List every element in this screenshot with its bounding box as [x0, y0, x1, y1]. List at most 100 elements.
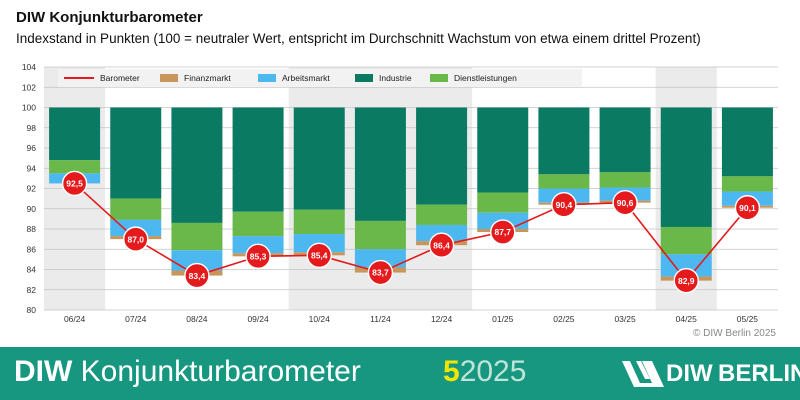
issue-number: 5	[443, 355, 460, 388]
legend-swatch	[430, 74, 448, 82]
barometer-point	[612, 189, 638, 216]
bar-industrie	[110, 107, 162, 199]
y-tick-label: 96	[27, 143, 37, 153]
x-tick-label: 05/25	[737, 314, 759, 324]
legend-label: Industrie	[379, 73, 412, 83]
barometer-chart: 80 82 84 86 88 90 92 94 96 98 100 102 104 06/24 07/24…	[22, 62, 778, 324]
legend-label: Barometer	[100, 73, 140, 83]
x-tick-label: 10/24	[309, 314, 331, 324]
legend: Barometer Finanzmarkt Arbeitsmarkt Industri…	[58, 69, 582, 87]
y-tick-label: 82	[27, 285, 37, 295]
y-tick-label: 98	[27, 123, 37, 133]
barometer-value-label: 86,4	[433, 240, 450, 250]
bar-dienstleistungen	[232, 211, 284, 237]
x-tick-label: 12/24	[431, 314, 453, 324]
barometer-value-label: 92,5	[66, 179, 83, 189]
bar-industrie	[293, 107, 345, 210]
barometer-point	[673, 267, 699, 294]
bar-industrie	[171, 107, 223, 223]
y-tick-label: 104	[22, 62, 36, 72]
legend-swatch	[258, 74, 276, 82]
logo-sub: BERLIN	[718, 360, 800, 387]
y-tick-label: 92	[27, 184, 37, 194]
bar-industrie	[538, 107, 590, 175]
barometer-value-label: 85,4	[311, 251, 328, 261]
logo-mark-icon	[622, 361, 664, 387]
legend-label: Dienstleistungen	[454, 73, 517, 83]
barometer-point	[123, 226, 149, 252]
bar-dienstleistungen	[721, 176, 773, 192]
bar-dienstleistungen	[354, 220, 406, 250]
bar-dienstleistungen	[660, 226, 712, 255]
bar-dienstleistungen	[171, 222, 223, 251]
y-tick-label: 80	[27, 305, 37, 315]
bar-arbeitsmarkt	[171, 250, 223, 271]
barometer-series: 92,5 87,0 83,4 85,3 85,4 83,7 86,4 87,7 90,4 90,6…	[61, 170, 761, 294]
x-tick-label: 09/24	[247, 314, 269, 324]
x-tick-label: 03/25	[614, 314, 636, 324]
bar-industrie	[232, 107, 284, 212]
bar-arbeitsmarkt	[354, 249, 406, 268]
barometer-value-label: 83,7	[372, 268, 389, 278]
bar-dienstleistungen	[477, 192, 529, 213]
footer-issue: 52025	[443, 355, 526, 389]
copyright-note: © DIW Berlin 2025	[693, 328, 776, 339]
y-tick-label: 90	[27, 204, 37, 214]
x-tick-label: 01/25	[492, 314, 514, 324]
bar-industrie	[599, 107, 651, 173]
legend-swatch	[160, 74, 178, 82]
bar-industrie	[416, 107, 468, 205]
y-tick-label: 88	[27, 224, 37, 234]
barometer-point	[367, 259, 394, 286]
barometer-value-label: 85,3	[250, 252, 267, 262]
legend-label: Finanzmarkt	[184, 73, 231, 83]
bar-industrie	[354, 107, 406, 221]
bar-dienstleistungen	[110, 198, 162, 220]
x-tick-label: 02/25	[553, 314, 575, 324]
barometer-value-label: 87,0	[127, 234, 144, 244]
barometer-value-label: 90,4	[556, 200, 573, 210]
barometer-value-label: 83,4	[189, 271, 206, 281]
logo-word: DIW	[666, 360, 713, 387]
barometer-value-label: 90,6	[617, 198, 634, 208]
x-tick-label: 07/24	[125, 314, 147, 324]
barometer-point	[61, 170, 88, 197]
y-tick-label: 84	[27, 265, 37, 275]
x-tick-label: 06/24	[64, 314, 86, 324]
bar-dienstleistungen	[599, 172, 651, 188]
barometer-point	[245, 243, 271, 270]
diw-berlin-logo: DIW BERLIN	[622, 358, 800, 390]
barometer-point	[551, 191, 577, 218]
chart-subtitle: Indexstand in Punkten (100 = neutraler W…	[16, 31, 701, 46]
chart-title: DIW Konjunkturbarometer	[16, 9, 203, 26]
x-tick-label: 11/24	[370, 314, 391, 324]
barometer-value-label: 90,1	[739, 203, 756, 213]
barometer-point	[734, 195, 761, 221]
bar-industrie	[49, 107, 101, 161]
barometer-value-label: 82,9	[678, 276, 695, 286]
footer-banner: DIW Konjunkturbarometer 52025 DIW BERLIN	[0, 347, 800, 400]
bar-industrie	[660, 107, 712, 227]
bar-arbeitsmarkt	[660, 254, 712, 277]
bar-dienstleistungen	[538, 174, 590, 189]
legend-background	[58, 69, 582, 87]
barometer-point	[428, 232, 455, 258]
barometer-point	[490, 219, 516, 245]
legend-label: Arbeitsmarkt	[282, 73, 330, 83]
y-axis: 80 82 84 86 88 90 92 94 96 98 100 102 104	[22, 62, 36, 315]
y-tick-label: 102	[22, 82, 36, 92]
barometer-point	[184, 262, 210, 289]
legend-swatch	[355, 74, 373, 82]
x-tick-label: 08/24	[186, 314, 208, 324]
x-axis: 06/24 07/24 08/24 09/24 10/24 11/24 12/24 01/25…	[64, 314, 758, 324]
bar-industrie	[477, 107, 529, 193]
footer-brand-rest: Konjunkturbarometer	[80, 355, 361, 388]
bar-dienstleistungen	[416, 204, 468, 225]
barometer-value-label: 87,7	[494, 227, 511, 237]
bar-industrie	[721, 107, 773, 177]
x-tick-label: 04/25	[676, 314, 698, 324]
y-tick-label: 100	[22, 103, 36, 113]
bar-dienstleistungen	[49, 160, 101, 174]
bar-dienstleistungen	[293, 209, 345, 235]
barometer-point	[306, 242, 332, 269]
